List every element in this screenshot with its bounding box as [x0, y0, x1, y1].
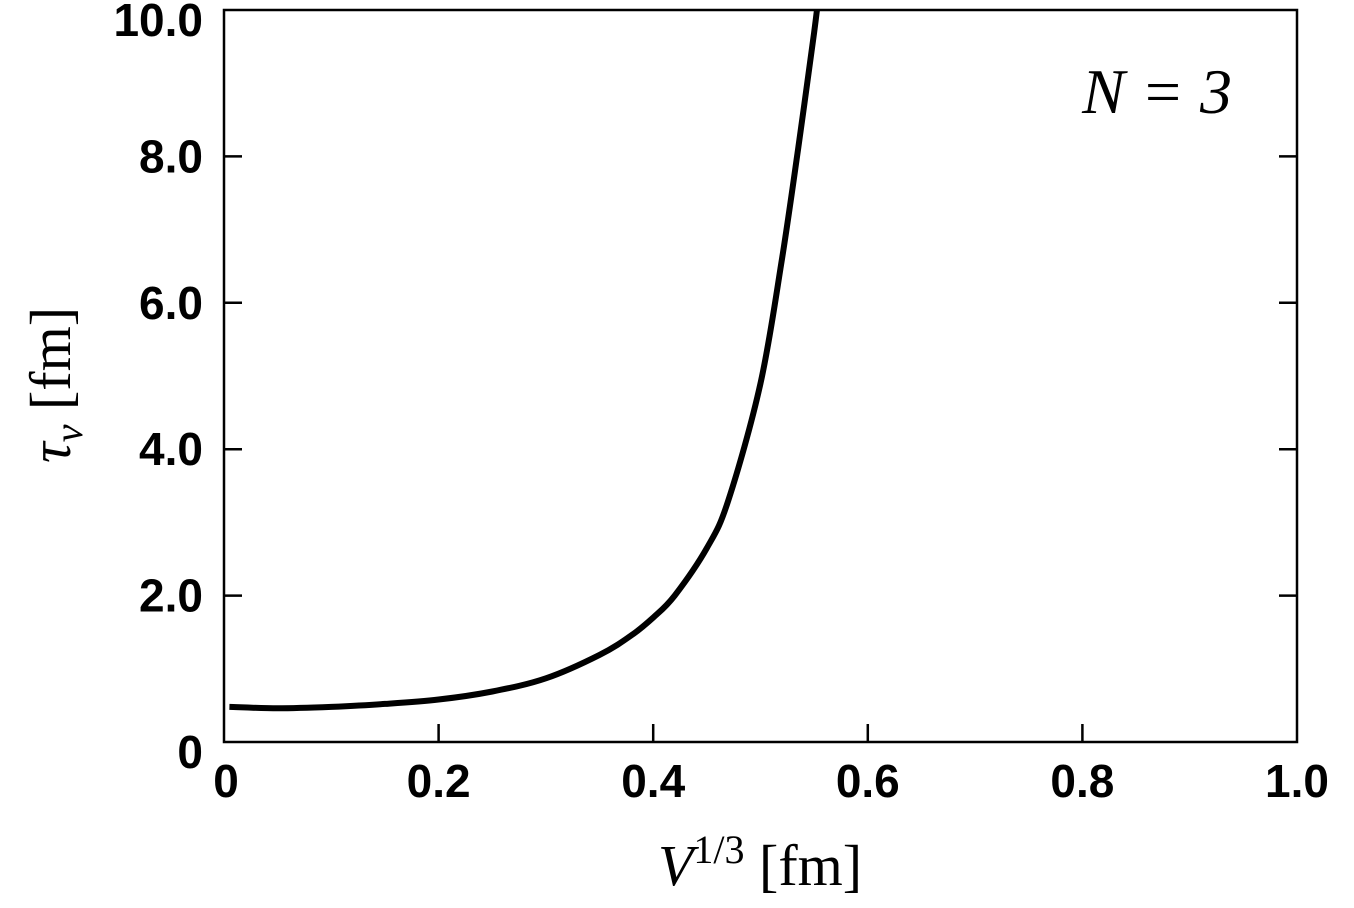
x-tick-label: 0.2 — [407, 755, 471, 807]
x-tick-label: 0.6 — [836, 755, 900, 807]
series-layer — [229, 10, 820, 712]
y-axis-title-sub: v — [46, 424, 91, 442]
series-line — [229, 10, 820, 712]
y-tick-label: 2.0 — [139, 570, 203, 622]
y-axis-tick-labels: 0 2.0 4.0 6.0 8.0 10.0 — [113, 0, 203, 778]
y-tick-label: 4.0 — [139, 423, 203, 475]
y-tick-label: 8.0 — [139, 130, 203, 182]
x-axis-tick-labels: 0 0.2 0.4 0.6 0.8 1.0 — [213, 755, 1329, 807]
x-axis-title: V1/3 [fm] — [658, 827, 862, 898]
y-axis-title-unit: [fm] — [18, 307, 83, 425]
plot-frame — [222, 8, 1299, 744]
x-axis-title-unit: [fm] — [745, 833, 863, 898]
x-tick-label: 0 — [213, 755, 239, 807]
annotation-n: N = 3 — [1081, 56, 1232, 127]
y-tick-label: 10.0 — [113, 0, 203, 46]
y-tick-label: 0 — [177, 726, 203, 778]
x-axis-ticks — [437, 724, 1084, 742]
x-axis-title-main: V — [658, 833, 700, 898]
y-axis-ticks — [224, 155, 1297, 597]
y-axis-title: τv [fm] — [18, 307, 91, 463]
x-tick-label: 0.8 — [1050, 755, 1114, 807]
x-tick-label: 0.4 — [621, 755, 685, 807]
x-axis-title-sup: 1/3 — [693, 827, 744, 872]
x-tick-label: 1.0 — [1265, 755, 1329, 807]
y-tick-label: 6.0 — [139, 277, 203, 329]
y-axis-title-main: τ — [18, 440, 83, 463]
